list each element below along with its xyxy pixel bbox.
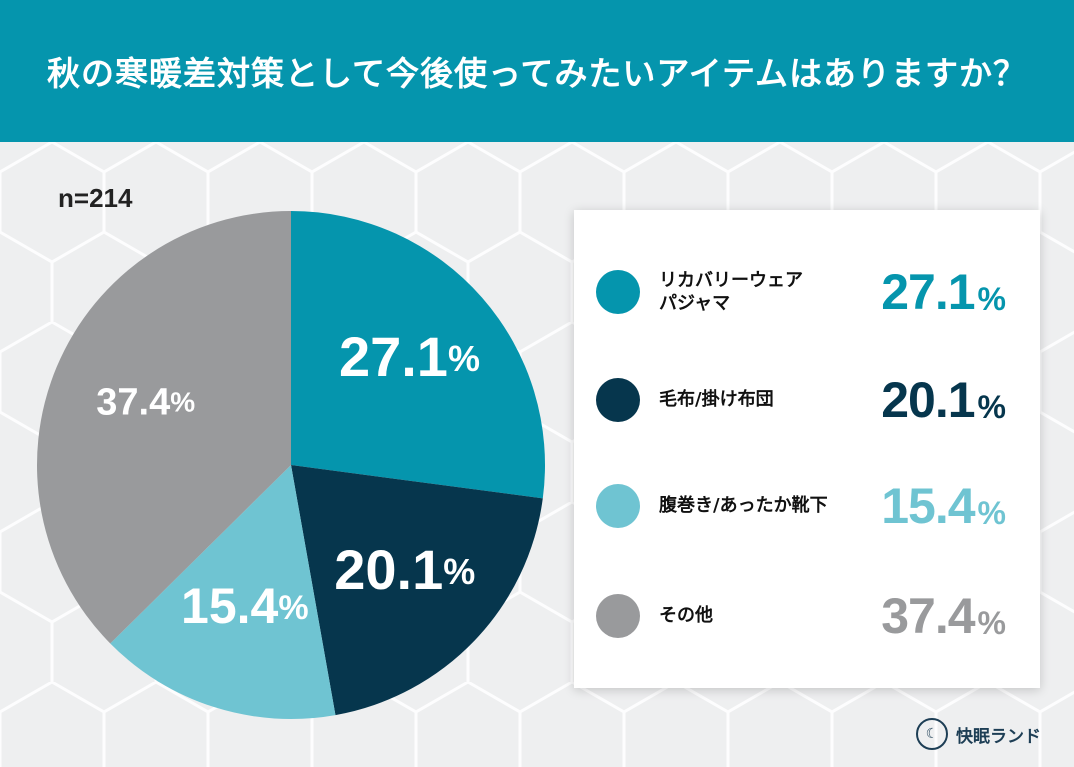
pie-slice: [37, 211, 292, 644]
legend-value: 27.1%: [881, 264, 1006, 320]
legend-item: 毛布/掛け布団 20.1%: [574, 360, 1040, 440]
legend-panel: リカバリーウェア パジャマ 27.1% 毛布/掛け布団 20.1% 腹巻き/あった…: [574, 210, 1040, 688]
legend-label: 腹巻き/あったか靴下: [659, 495, 828, 517]
brand-logo: ☾ 快眠ランド: [916, 718, 1041, 750]
brand-name: 快眠ランド: [956, 726, 1041, 747]
legend-item: リカバリーウェア パジャマ 27.1%: [574, 252, 1040, 332]
legend-label: その他: [659, 605, 713, 627]
legend-swatch: [596, 378, 640, 422]
slice-label: 15.4%: [181, 578, 309, 634]
moon-icon: ☾: [916, 718, 948, 750]
slice-label: 27.1%: [339, 325, 480, 388]
legend-label: リカバリーウェア パジャマ: [659, 269, 803, 314]
legend-swatch: [596, 484, 640, 528]
legend-swatch: [596, 270, 640, 314]
slice-label: 20.1%: [334, 538, 475, 601]
chart-title: 秋の寒暖差対策として今後使ってみたいアイテムはありますか？: [46, 54, 1028, 93]
pie-slice: [291, 465, 543, 716]
legend-value: 15.4%: [881, 478, 1006, 534]
header-bar: 秋の寒暖差対策として今後使ってみたいアイテムはありますか？: [0, 0, 1074, 142]
pie-chart: 27.1% 20.1% 15.4% 37.4%: [37, 211, 545, 719]
slice-label: 37.4%: [96, 381, 195, 423]
legend-value: 37.4%: [881, 588, 1006, 644]
sample-size: n=214: [58, 183, 133, 213]
pie-slice: [291, 211, 545, 499]
legend-value: 20.1%: [881, 372, 1006, 428]
legend-item: 腹巻き/あったか靴下 15.4%: [574, 466, 1040, 546]
legend-item: その他 37.4%: [574, 576, 1040, 656]
legend-swatch: [596, 594, 640, 638]
pie-slice: [110, 465, 336, 719]
legend-label: 毛布/掛け布団: [659, 389, 774, 411]
